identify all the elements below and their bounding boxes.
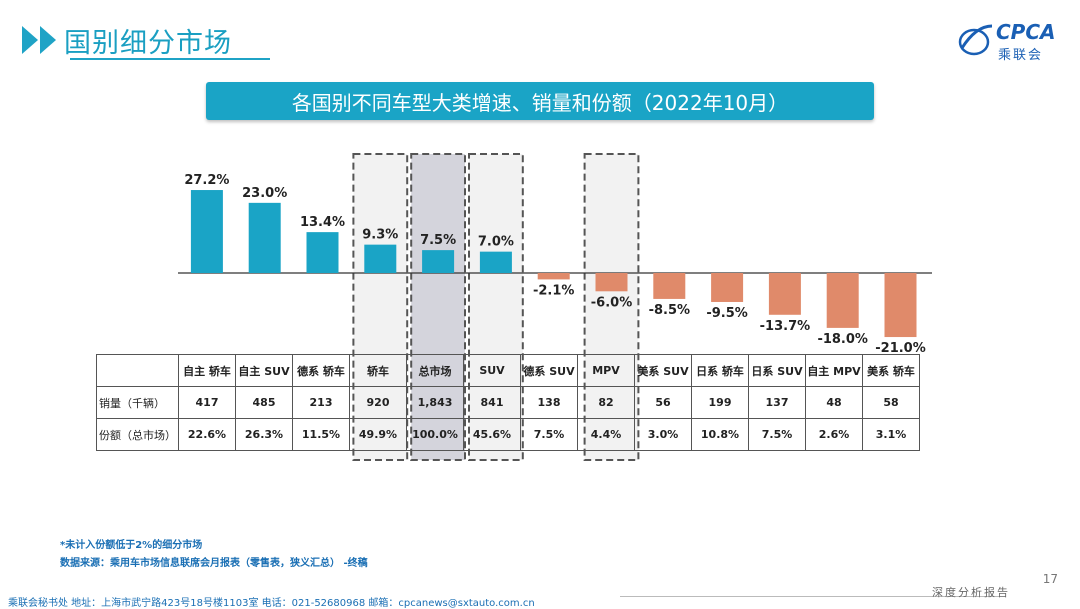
- table-cell: 138: [520, 386, 578, 419]
- header-underline: [70, 58, 270, 60]
- bar-value-label: 7.5%: [420, 233, 456, 248]
- data-table: 自主 轿车 自主 SUV 德系 轿车 轿车 总市场 SUV 德系 SUV MPV 美系 SUV 日…: [96, 354, 920, 451]
- bar-value-label: -6.0%: [591, 295, 632, 310]
- page-title: 国别细分市场: [64, 27, 232, 59]
- table-cell: 45.6%: [463, 418, 521, 451]
- table-cell: MPV: [577, 354, 635, 387]
- table-row: 销量（千辆） 417 485 213 920 1,843 841 138 82 56 199 137 4…: [96, 386, 920, 419]
- table-cell: 213: [292, 386, 350, 419]
- bar-value-label: -8.5%: [649, 303, 690, 318]
- bar: [595, 273, 628, 292]
- footnote-share: *未计入份额低于2%的细分市场: [60, 540, 203, 551]
- row-label: 销量（千辆）: [96, 386, 179, 419]
- table-cell: 485: [235, 386, 293, 419]
- bar: [306, 232, 339, 273]
- bar-value-label: -9.5%: [706, 306, 747, 321]
- bar-value-label: 9.3%: [362, 228, 398, 243]
- table-cell: 920: [349, 386, 407, 419]
- table-cell: 56: [634, 386, 692, 419]
- table-cell: 总市场: [406, 354, 464, 387]
- table-cell: 100.0%: [406, 418, 464, 451]
- chevron-right-icon: [22, 26, 56, 54]
- table-cell: 58: [862, 386, 920, 419]
- bar: [768, 273, 801, 315]
- table-cell: 1,843: [406, 386, 464, 419]
- table-cell: 841: [463, 386, 521, 419]
- table-cell: 7.5%: [748, 418, 806, 451]
- header-row: 自主 轿车 自主 SUV 德系 轿车 轿车 总市场 SUV 德系 SUV MPV 美系 SUV 日…: [96, 354, 920, 387]
- bar: [653, 273, 686, 299]
- table-row: 份额（总市场） 22.6% 26.3% 11.5% 49.9% 100.0% 45.6% 7.…: [96, 418, 920, 451]
- bar-value-label: -18.0%: [817, 332, 868, 347]
- table-cell: 137: [748, 386, 806, 419]
- table-cell: 199: [691, 386, 749, 419]
- bar: [190, 190, 223, 273]
- cpca-logo: CPCA 乘联会: [956, 20, 1056, 64]
- bar: [711, 273, 744, 302]
- table-cell: 美系 SUV: [634, 354, 692, 387]
- table-cell: 82: [577, 386, 635, 419]
- table-cell: 日系 SUV: [748, 354, 806, 387]
- table-cell: 10.8%: [691, 418, 749, 451]
- bar-value-label: -21.0%: [875, 341, 926, 356]
- table-cell: 48: [805, 386, 863, 419]
- table-cell: 7.5%: [520, 418, 578, 451]
- footnote-source: 数据来源：乘用车市场信息联席会月报表（零售表，狭义汇总） -终稿: [60, 558, 368, 569]
- table-cell: 美系 轿车: [862, 354, 920, 387]
- table-cell: 自主 SUV: [235, 354, 293, 387]
- table-cell: 417: [178, 386, 236, 419]
- bar: [422, 250, 455, 273]
- bar: [537, 273, 570, 280]
- table-cell: 3.0%: [634, 418, 692, 451]
- table-cell: 11.5%: [292, 418, 350, 451]
- bar-value-label: -13.7%: [760, 319, 811, 334]
- table-cell: 自主 轿车: [178, 354, 236, 387]
- bar: [364, 244, 397, 273]
- table-cell: SUV: [463, 354, 521, 387]
- bar-value-label: 13.4%: [300, 215, 345, 230]
- page-header: 国别细分市场: [22, 20, 232, 60]
- footer-divider: [620, 596, 1000, 597]
- row-label: [96, 354, 179, 387]
- report-type: 深度分析报告: [932, 586, 1010, 599]
- page-number: 17: [1042, 572, 1058, 586]
- table-cell: 日系 轿车: [691, 354, 749, 387]
- logo-sub: 乘联会: [998, 48, 1044, 63]
- bar-value-label: 7.0%: [478, 235, 514, 250]
- chart-title-banner: 各国别不同车型大类增速、销量和份额（2022年10月）: [206, 82, 874, 120]
- table-cell: 德系 轿车: [292, 354, 350, 387]
- globe-logo-icon: [958, 24, 993, 56]
- table-cell: 26.3%: [235, 418, 293, 451]
- table-cell: 轿车: [349, 354, 407, 387]
- logo-brand: CPCA: [996, 20, 1056, 44]
- row-label: 份额（总市场）: [96, 418, 179, 451]
- bar-value-label: 23.0%: [242, 186, 287, 201]
- table-cell: 德系 SUV: [520, 354, 578, 387]
- table-cell: 4.4%: [577, 418, 635, 451]
- table-cell: 自主 MPV: [805, 354, 863, 387]
- bar: [479, 251, 512, 273]
- bar: [884, 273, 917, 338]
- bar-value-label: 27.2%: [184, 173, 229, 188]
- table-cell: 22.6%: [178, 418, 236, 451]
- footer-address: 乘联会秘书处 地址：上海市武宁路423号18号楼1103室 电话：021-526…: [8, 598, 535, 609]
- bar-value-label: -2.1%: [533, 283, 574, 298]
- table-cell: 2.6%: [805, 418, 863, 451]
- table-cell: 49.9%: [349, 418, 407, 451]
- bar: [248, 202, 281, 273]
- bar: [826, 273, 859, 328]
- table-cell: 3.1%: [862, 418, 920, 451]
